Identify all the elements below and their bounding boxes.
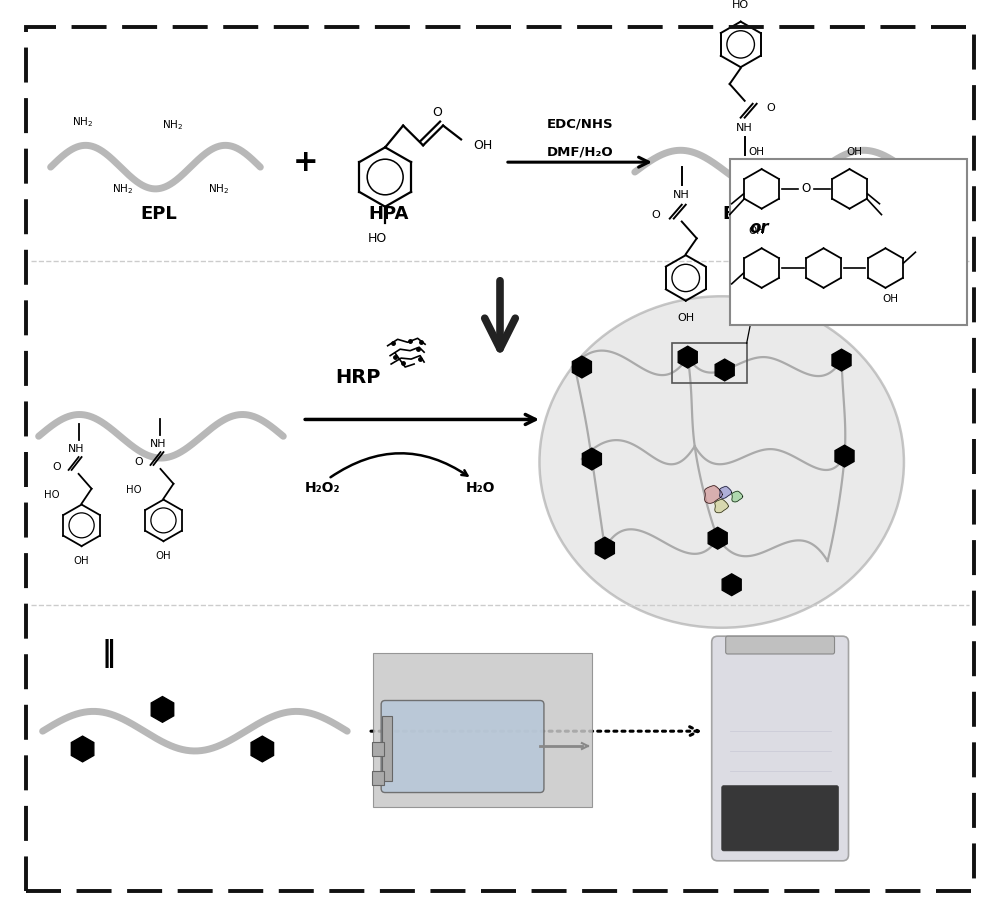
Text: ‖: ‖ <box>102 640 115 669</box>
Polygon shape <box>595 537 614 559</box>
Text: O: O <box>432 106 442 119</box>
Text: HRP: HRP <box>336 368 381 387</box>
Polygon shape <box>722 574 741 596</box>
Polygon shape <box>705 486 722 503</box>
Text: O: O <box>651 209 660 219</box>
Polygon shape <box>572 356 591 378</box>
Text: OH: OH <box>882 294 898 304</box>
Polygon shape <box>835 445 854 467</box>
Text: OH: OH <box>473 139 492 152</box>
FancyBboxPatch shape <box>722 785 839 851</box>
Text: NH$_2$: NH$_2$ <box>208 182 229 196</box>
Text: HO: HO <box>732 0 749 10</box>
Text: DMF/H₂O: DMF/H₂O <box>547 146 613 158</box>
Text: EDC/NHS: EDC/NHS <box>547 117 613 130</box>
Polygon shape <box>708 527 727 549</box>
Text: EPL-HPA: EPL-HPA <box>722 205 807 223</box>
Polygon shape <box>582 448 601 470</box>
Text: OH: OH <box>156 551 171 561</box>
Text: NH: NH <box>150 440 167 450</box>
Text: HPA: HPA <box>368 205 408 223</box>
Text: HO: HO <box>368 232 387 245</box>
Text: O: O <box>766 103 775 113</box>
Text: O: O <box>801 182 810 196</box>
Text: H₂O: H₂O <box>465 480 495 495</box>
FancyBboxPatch shape <box>373 653 592 807</box>
Text: +: + <box>292 147 318 177</box>
Text: or: or <box>750 219 769 238</box>
Polygon shape <box>251 736 274 762</box>
Text: EPL: EPL <box>140 205 177 223</box>
Text: OH: OH <box>677 312 694 322</box>
Polygon shape <box>71 736 94 762</box>
Text: O: O <box>134 457 143 467</box>
Text: NH$_2$: NH$_2$ <box>112 182 133 196</box>
Text: OH: OH <box>749 227 765 237</box>
FancyBboxPatch shape <box>381 701 544 793</box>
Text: O: O <box>52 462 61 472</box>
FancyBboxPatch shape <box>372 742 384 756</box>
Text: NH$_2$: NH$_2$ <box>162 118 183 133</box>
Text: OH: OH <box>749 147 765 157</box>
Text: OH: OH <box>803 312 820 322</box>
FancyBboxPatch shape <box>726 636 835 654</box>
Ellipse shape <box>539 297 904 628</box>
Text: NH: NH <box>736 123 753 133</box>
Polygon shape <box>715 359 734 381</box>
Text: NH: NH <box>673 190 690 200</box>
Text: O: O <box>777 209 786 219</box>
Text: NH: NH <box>799 190 816 200</box>
Text: OH: OH <box>74 556 89 566</box>
FancyBboxPatch shape <box>730 159 967 326</box>
Polygon shape <box>832 349 851 371</box>
Text: NH: NH <box>68 444 85 454</box>
Text: OH: OH <box>847 147 863 157</box>
Text: HO: HO <box>44 490 59 500</box>
Text: H₂O₂: H₂O₂ <box>304 480 340 495</box>
Polygon shape <box>732 491 743 502</box>
FancyBboxPatch shape <box>712 636 849 861</box>
Polygon shape <box>151 696 174 723</box>
Text: HO: HO <box>126 485 141 495</box>
Text: NH$_2$: NH$_2$ <box>72 116 93 129</box>
Polygon shape <box>678 346 697 368</box>
FancyBboxPatch shape <box>382 716 392 781</box>
Polygon shape <box>720 487 732 499</box>
Polygon shape <box>715 500 728 513</box>
FancyBboxPatch shape <box>372 771 384 784</box>
